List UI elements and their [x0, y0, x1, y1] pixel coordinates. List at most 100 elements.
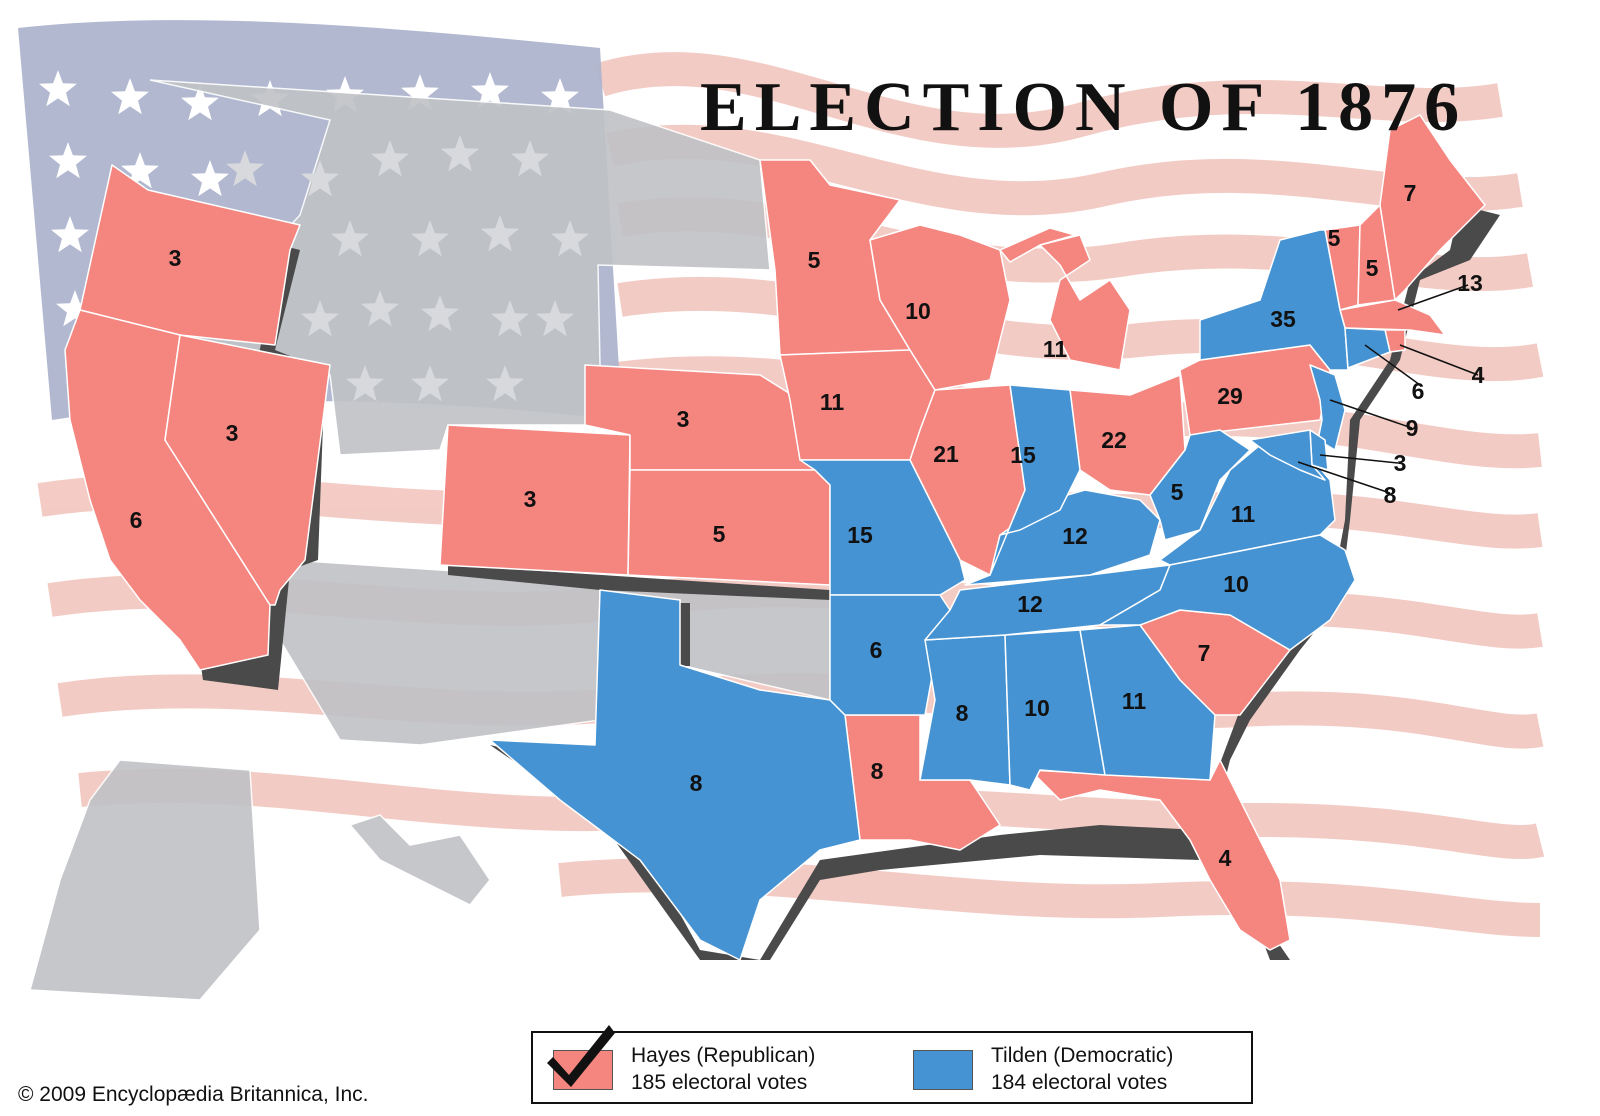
- star-icon: [491, 300, 529, 337]
- label-KS: 5: [713, 521, 726, 547]
- label-NH: 5: [1366, 255, 1379, 281]
- state-KS[interactable]: [627, 469, 831, 586]
- state-NY[interactable]: [1199, 229, 1349, 371]
- label-TX: 8: [690, 770, 703, 796]
- star-icon: [541, 78, 579, 115]
- label-TN: 12: [1017, 591, 1043, 617]
- state-NV[interactable]: [164, 334, 331, 606]
- state-NC[interactable]: [1099, 534, 1356, 651]
- star-icon: [191, 160, 229, 197]
- label-CO: 3: [524, 486, 537, 512]
- state-IN[interactable]: [989, 384, 1081, 576]
- star-icon: [181, 84, 219, 121]
- star-icon: [331, 220, 369, 257]
- star-icon: [121, 152, 159, 189]
- label-ME: 7: [1404, 180, 1417, 206]
- leader-lines: [1297, 284, 1479, 494]
- label-NE: 3: [677, 406, 690, 432]
- label-MO: 15: [847, 522, 873, 548]
- label-WI: 10: [905, 298, 931, 324]
- label-WV: 5: [1171, 479, 1184, 505]
- legend-republican-votes: 185 electoral votes: [631, 1071, 808, 1094]
- star-icon: [111, 78, 149, 115]
- star-icon: [486, 365, 524, 402]
- label-MS: 8: [956, 700, 969, 726]
- label-SC: 7: [1198, 640, 1211, 666]
- star-icon: [56, 290, 94, 327]
- label-LA: 8: [871, 758, 884, 784]
- state-NJ[interactable]: [1309, 364, 1346, 451]
- label-NY: 35: [1270, 306, 1296, 332]
- state-MI[interactable]: [999, 227, 1131, 371]
- democratic-states: [489, 229, 1391, 961]
- republican-states: [64, 114, 1486, 951]
- label-NJ: 9: [1406, 415, 1419, 441]
- star-icon: [371, 140, 409, 177]
- winner-check-icon: [547, 1025, 615, 1087]
- star-icon: [49, 142, 87, 179]
- state-WI[interactable]: [869, 224, 1011, 391]
- label-RI: 4: [1472, 362, 1485, 388]
- star-icon: [301, 160, 339, 197]
- label-NV: 3: [226, 420, 239, 446]
- label-MA: 13: [1457, 270, 1483, 296]
- label-MN: 5: [808, 247, 821, 273]
- star-icon: [421, 295, 459, 332]
- star-icon: [441, 135, 479, 172]
- state-MD[interactable]: [1249, 429, 1326, 481]
- label-OR: 3: [169, 245, 182, 271]
- vote-labels: 3 6 3 3 3 5 5 11 10 21 11 22 29 5 5 7 13…: [130, 180, 1485, 871]
- label-IL: 21: [933, 441, 959, 467]
- star-icon: [481, 215, 519, 252]
- legend-democratic-text: Tilden (Democratic) 184 electoral votes: [991, 1042, 1173, 1096]
- legend: Hayes (Republican) 185 electoral votes T…: [531, 1025, 1253, 1104]
- state-IA[interactable]: [779, 349, 936, 461]
- star-icon: [411, 220, 449, 257]
- star-icon: [301, 300, 339, 337]
- label-CT: 6: [1412, 378, 1425, 404]
- copyright-notice: © 2009 Encyclopædia Britannica, Inc.: [18, 1083, 369, 1106]
- star-icon: [346, 365, 384, 402]
- label-FL: 4: [1219, 845, 1232, 871]
- label-NC: 10: [1223, 571, 1249, 597]
- state-ME[interactable]: [1379, 114, 1486, 301]
- territory-stars: [226, 135, 589, 402]
- label-CA: 6: [130, 507, 143, 533]
- star-icon: [551, 220, 589, 257]
- star-icon: [361, 290, 399, 327]
- star-icon: [401, 74, 439, 111]
- map-title: ELECTION OF 1876: [700, 69, 1468, 146]
- star-icon: [51, 216, 89, 253]
- state-TX[interactable]: [489, 589, 861, 961]
- label-DE: 3: [1394, 450, 1407, 476]
- legend-republican-text: Hayes (Republican) 185 electoral votes: [631, 1042, 815, 1096]
- label-OH: 22: [1101, 427, 1127, 453]
- state-CT[interactable]: [1344, 327, 1391, 369]
- label-KY: 12: [1062, 523, 1088, 549]
- label-AR: 6: [870, 637, 883, 663]
- legend-republican-candidate: Hayes (Republican): [631, 1044, 816, 1067]
- label-PA: 29: [1217, 383, 1243, 409]
- label-IN: 15: [1010, 442, 1036, 468]
- state-MO[interactable]: [799, 459, 966, 596]
- state-AR[interactable]: [829, 594, 951, 716]
- state-LA[interactable]: [844, 714, 1001, 851]
- label-VT: 5: [1328, 225, 1341, 251]
- label-MD: 8: [1384, 482, 1397, 508]
- label-IA: 11: [820, 389, 845, 415]
- star-icon: [511, 140, 549, 177]
- star-icon: [226, 150, 264, 187]
- star-icon: [471, 72, 509, 109]
- legend-democratic-candidate: Tilden (Democratic): [991, 1044, 1174, 1067]
- label-GA: 11: [1122, 688, 1147, 714]
- label-VA: 11: [1231, 501, 1256, 527]
- state-FL[interactable]: [1029, 759, 1291, 951]
- star-icon: [536, 300, 574, 337]
- label-AL: 10: [1024, 695, 1050, 721]
- legend-democratic-votes: 184 electoral votes: [991, 1071, 1168, 1094]
- star-icon: [411, 365, 449, 402]
- label-MI: 11: [1043, 336, 1068, 362]
- star-icon: [39, 70, 77, 107]
- legend-swatch-democratic: [913, 1050, 973, 1090]
